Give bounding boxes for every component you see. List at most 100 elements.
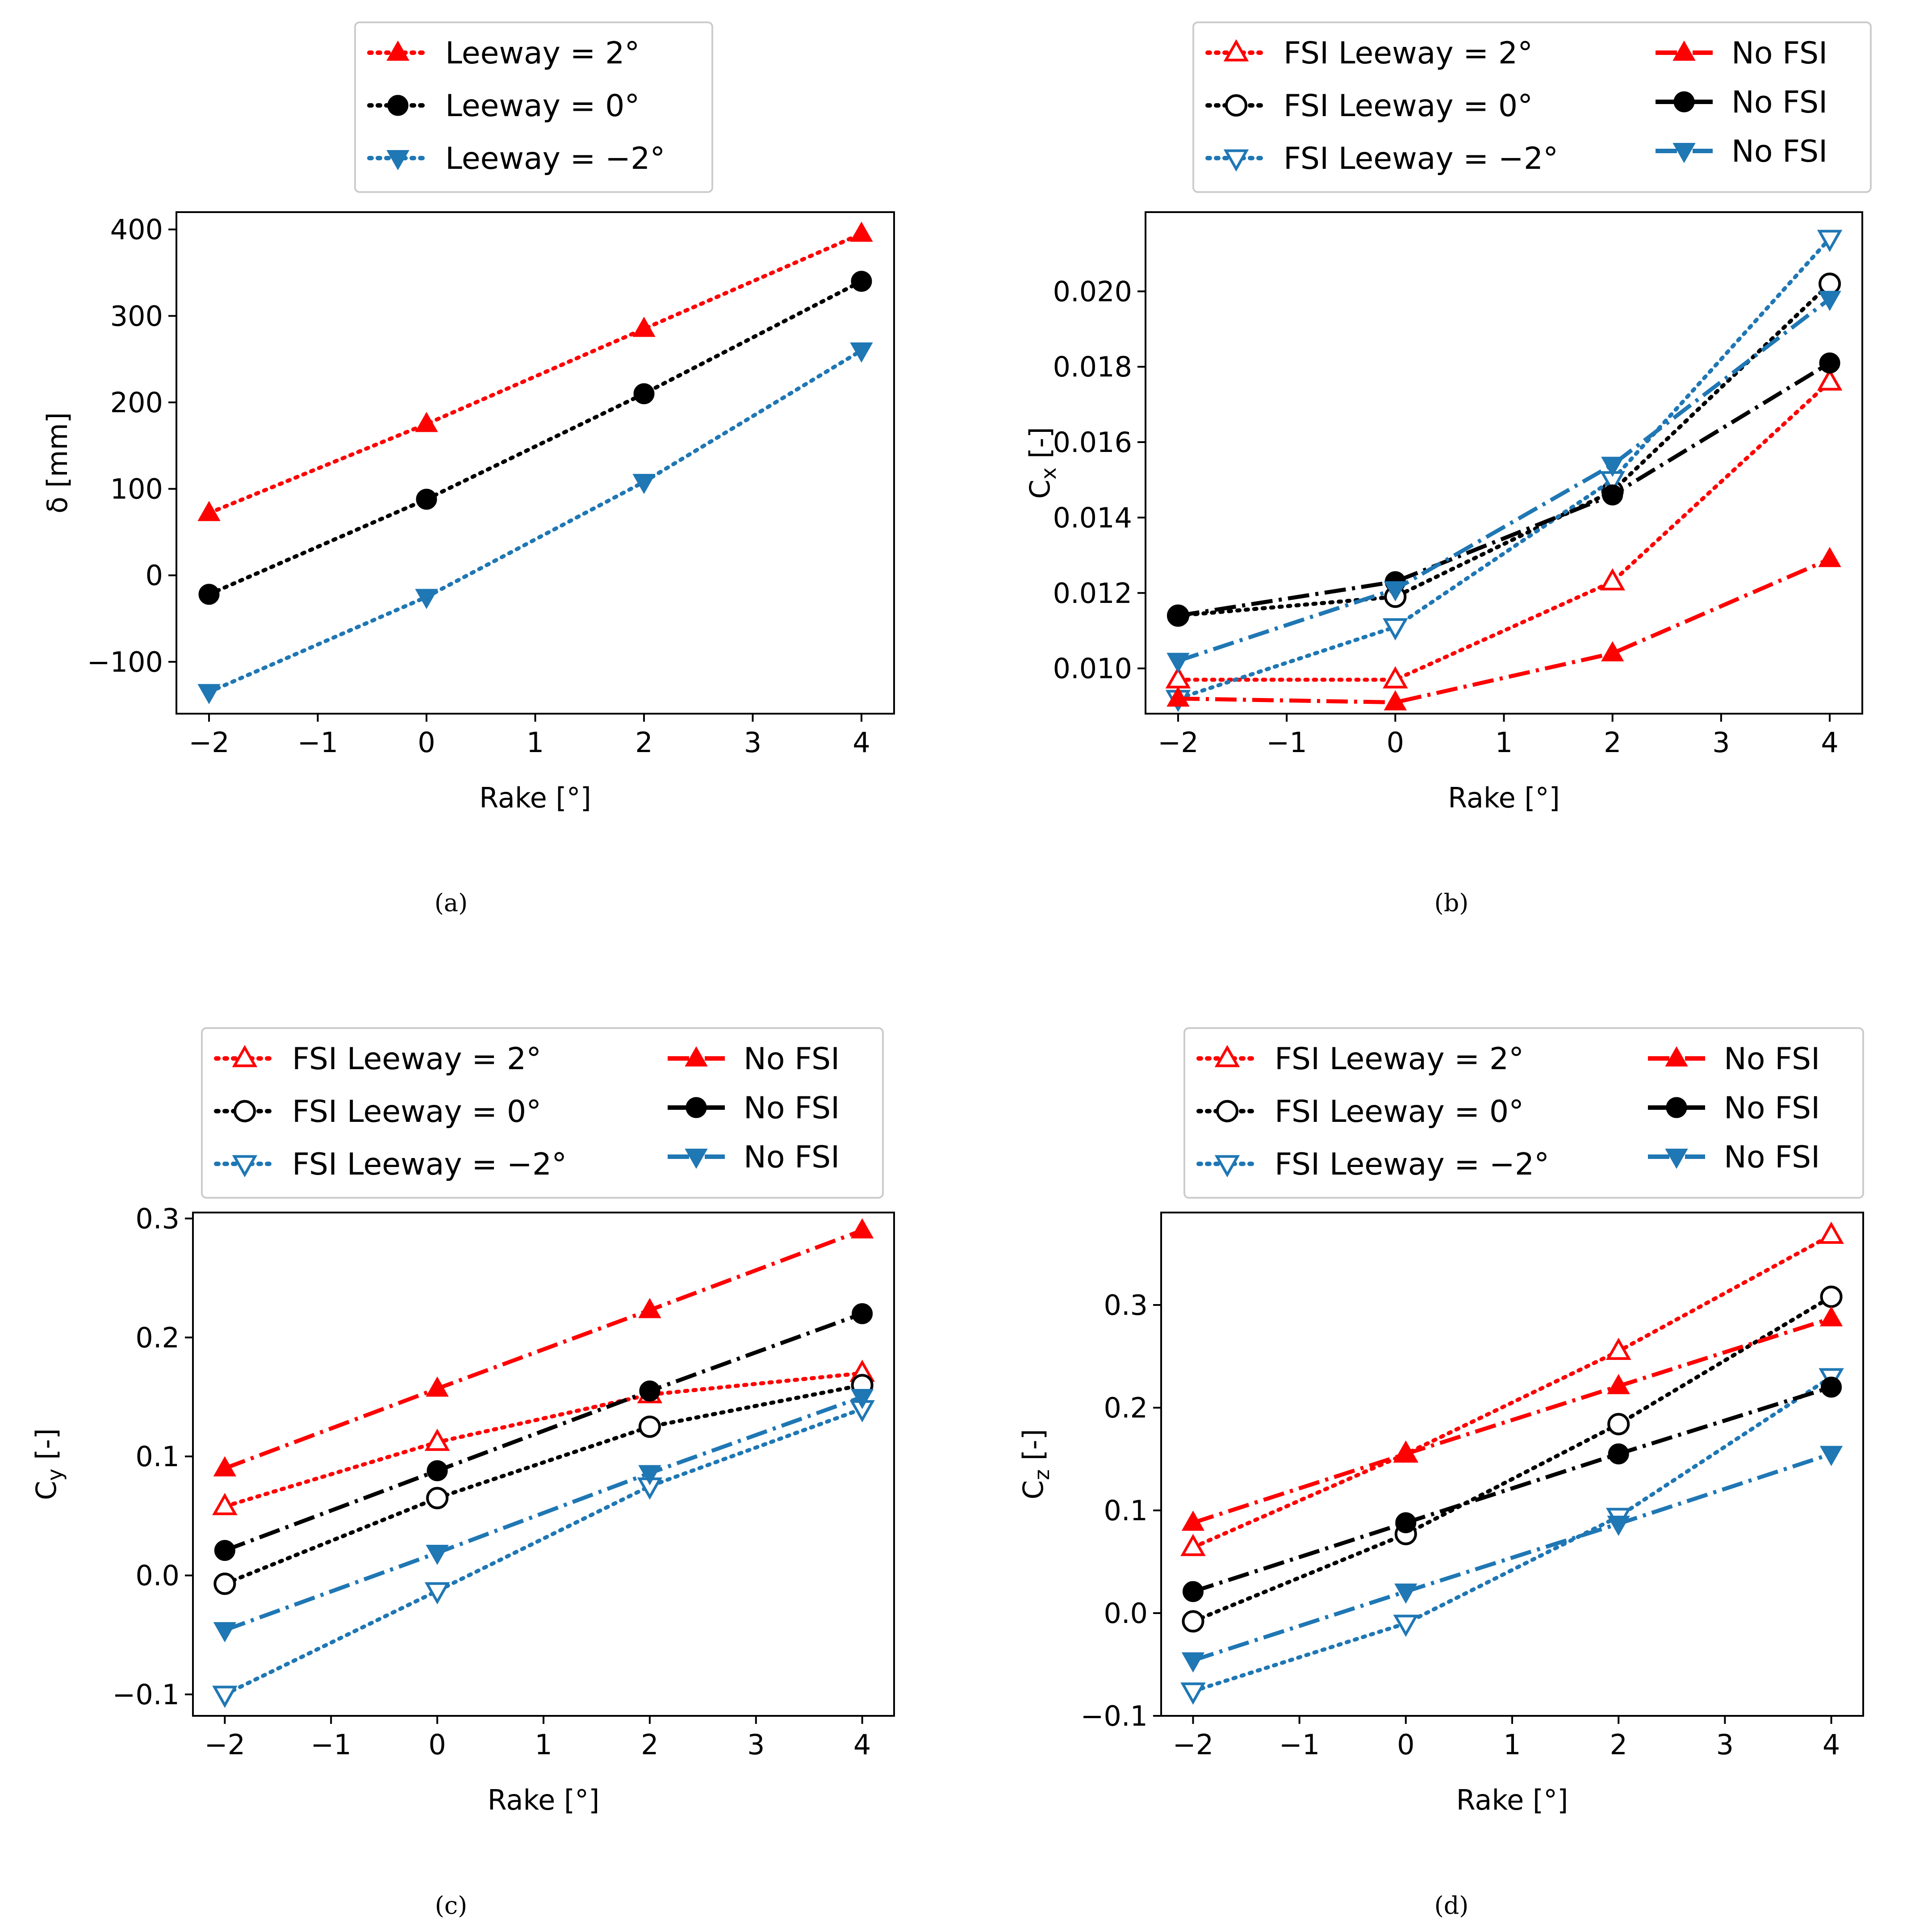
x-tick-label: −1 xyxy=(1279,1728,1320,1761)
series-line xyxy=(1192,1385,1832,1593)
series-line xyxy=(222,1383,865,1586)
series-line xyxy=(207,231,864,515)
legend-marker xyxy=(387,95,409,116)
plot-area xyxy=(1165,230,1843,712)
x-tick-label: 3 xyxy=(747,1728,765,1761)
y-tick-label: −0.1 xyxy=(1080,1700,1148,1732)
series-line xyxy=(1192,1452,1832,1663)
x-tick-label: 4 xyxy=(853,726,870,759)
data-point xyxy=(197,684,221,704)
data-point xyxy=(1383,618,1408,641)
data-point xyxy=(639,1380,661,1402)
legend-label: No FSI xyxy=(744,1140,840,1175)
x-tick-label: 1 xyxy=(535,1728,552,1761)
y-tick-label: 200 xyxy=(110,386,163,419)
series-line xyxy=(222,1407,865,1697)
data-point xyxy=(850,342,873,363)
legend-marker xyxy=(1216,1100,1238,1122)
y-axis-label-units: [-] xyxy=(1024,427,1056,467)
x-tick-label: 0 xyxy=(1387,726,1404,759)
legend-label: FSI Leeway = −2° xyxy=(1284,141,1558,176)
legend-marker xyxy=(1665,1149,1688,1169)
series-2 xyxy=(1182,1285,1843,1633)
y-tick-label: 0.3 xyxy=(1104,1289,1148,1321)
legend-marker xyxy=(685,1149,708,1169)
data-point xyxy=(1607,1413,1630,1435)
y-tick-label: 0.0 xyxy=(135,1560,180,1592)
x-axis-label: Rake [°] xyxy=(1448,782,1560,814)
x-tick-label: −1 xyxy=(297,726,338,759)
series-1 xyxy=(197,222,873,521)
series-1 xyxy=(1165,368,1843,689)
x-axis: −2 −1 0 1 2 3 4 Rake [°] xyxy=(205,1716,871,1816)
y-tick-label: 0.0 xyxy=(1104,1597,1148,1630)
data-point xyxy=(1606,1338,1631,1360)
data-point xyxy=(1394,1583,1417,1604)
data-point xyxy=(212,1493,238,1515)
data-point xyxy=(1821,1376,1842,1398)
data-point xyxy=(1601,456,1624,477)
y-axis: −100 0 100 200 300 400 δ [mm] xyxy=(41,213,176,678)
y-tick-label: 0 xyxy=(146,559,163,592)
legend-label: No FSI xyxy=(1724,1091,1820,1126)
caption: (c) xyxy=(435,1891,467,1919)
legend-entry-3: FSI Leeway = −2° xyxy=(1205,141,1558,176)
data-point xyxy=(198,584,220,605)
x-tick-label: 1 xyxy=(1503,1728,1521,1761)
series-2 xyxy=(198,271,872,605)
data-point xyxy=(632,317,656,337)
data-point xyxy=(1819,352,1840,374)
legend-marker xyxy=(1214,1155,1240,1178)
y-axis-label-units: [-] xyxy=(30,1428,63,1468)
series-line xyxy=(224,1228,863,1471)
y-tick-label: 0.3 xyxy=(135,1202,180,1235)
y-axis-label: Cz [-] xyxy=(1017,1429,1054,1500)
data-point xyxy=(638,1298,661,1318)
legend-marker xyxy=(685,1046,708,1066)
data-point xyxy=(416,489,437,510)
subplot-caption: (b) xyxy=(1434,889,1469,917)
y-tick-label: 0.2 xyxy=(1104,1392,1148,1424)
series-line xyxy=(224,1395,863,1632)
legend-entry-4: No FSI xyxy=(1648,1041,1820,1077)
legend-entry-5: No FSI xyxy=(1648,1091,1820,1126)
legend-label: No FSI xyxy=(1724,1041,1820,1077)
legend-marker xyxy=(1666,1097,1687,1118)
legend-marker xyxy=(1673,91,1695,113)
data-point xyxy=(1181,1652,1205,1673)
x-tick-label: 1 xyxy=(527,726,544,759)
caption: (b) xyxy=(1434,889,1469,917)
legend: Leeway = 2° Leeway = 0° Leeway = −2° xyxy=(354,21,713,193)
y-tick-label: 0.018 xyxy=(1053,351,1133,383)
data-point xyxy=(426,1376,449,1397)
data-point xyxy=(213,1622,237,1643)
data-point xyxy=(850,1388,874,1409)
y-tick-label: 0.016 xyxy=(1053,426,1133,459)
legend-label: No FSI xyxy=(1731,36,1827,71)
x-tick-label: 2 xyxy=(635,726,652,759)
axes-frame xyxy=(1160,1212,1864,1717)
data-point xyxy=(1818,291,1841,311)
y-tick-label: 400 xyxy=(110,213,163,246)
data-point xyxy=(1601,641,1624,661)
x-tick-label: 3 xyxy=(744,726,761,759)
data-point xyxy=(1393,1614,1419,1637)
data-point xyxy=(1817,368,1843,391)
subplot-b: FSI Leeway = 2° FSI Leeway = 0° FSI Leeway… xyxy=(1024,21,1872,917)
legend-marker xyxy=(1223,39,1249,62)
legend-label: No FSI xyxy=(744,1041,840,1077)
y-tick-label: 0.2 xyxy=(135,1321,180,1354)
y-tick-label: 0.1 xyxy=(1104,1494,1148,1527)
data-point xyxy=(850,1218,874,1238)
subplot-a: Leeway = 2° Leeway = 0° Leeway = −2° −2 −1 0 1… xyxy=(41,21,895,917)
x-tick-label: 0 xyxy=(428,1728,446,1761)
data-point xyxy=(212,1685,238,1708)
x-tick-label: 3 xyxy=(1716,1728,1734,1761)
data-point xyxy=(851,271,872,292)
series-line xyxy=(1178,361,1831,618)
legend-entry-2: FSI Leeway = 0° xyxy=(1205,88,1533,124)
legend-label: Leeway = 0° xyxy=(445,88,640,124)
legend-label: FSI Leeway = 2° xyxy=(292,1041,541,1077)
x-axis-label: Rake [°] xyxy=(479,782,591,814)
